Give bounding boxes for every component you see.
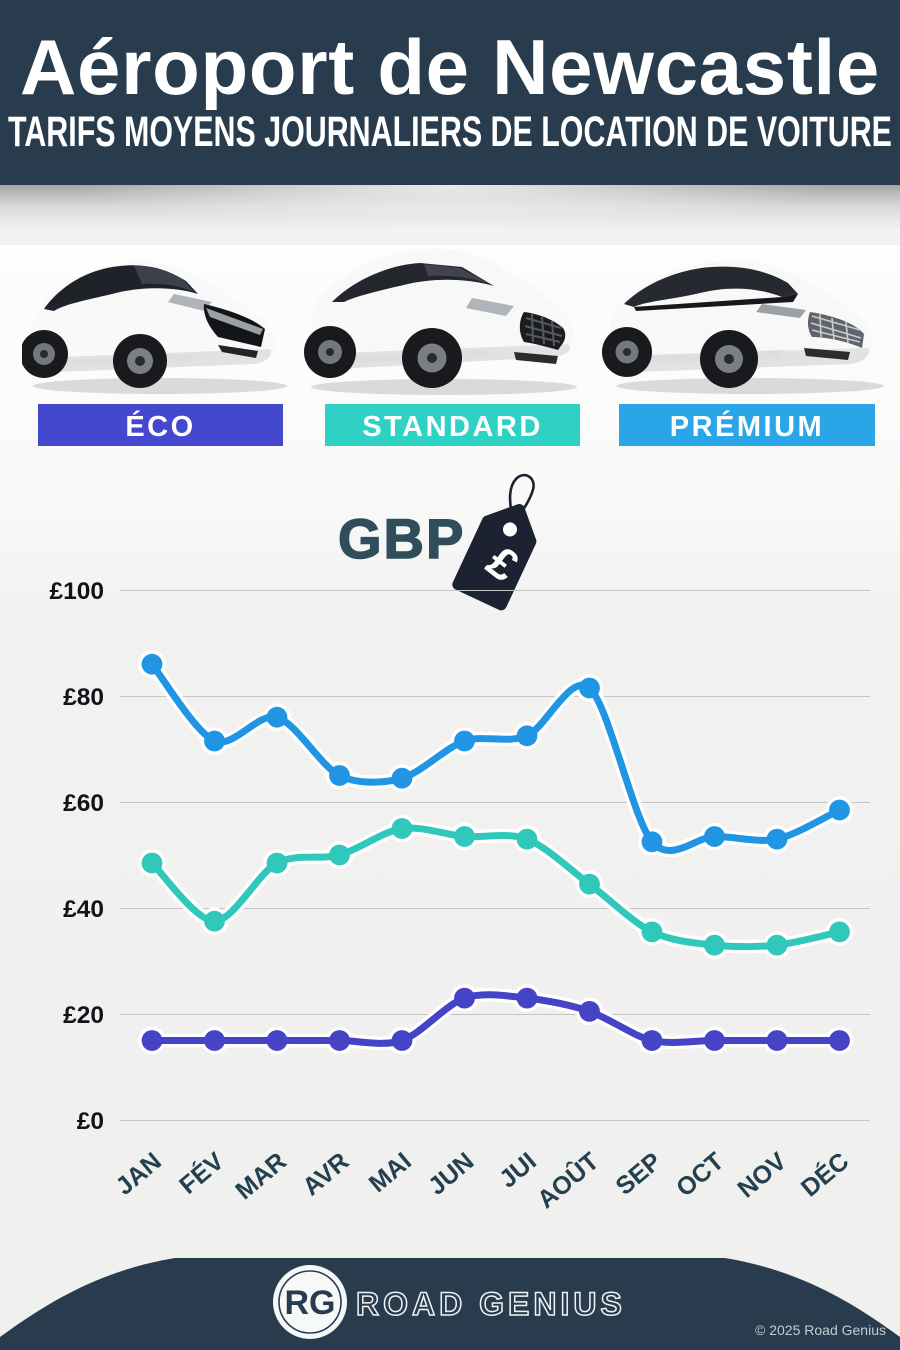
svg-text:JUN: JUN bbox=[423, 1147, 479, 1201]
svg-text:£0: £0 bbox=[77, 1108, 104, 1135]
svg-text:MAR: MAR bbox=[230, 1147, 292, 1205]
svg-text:MAI: MAI bbox=[364, 1147, 417, 1198]
svg-text:£100: £100 bbox=[49, 578, 104, 605]
svg-text:FÉV: FÉV bbox=[173, 1146, 229, 1200]
svg-text:AOÛT: AOÛT bbox=[531, 1146, 605, 1215]
svg-text:SEP: SEP bbox=[611, 1147, 667, 1201]
svg-text:DÉC: DÉC bbox=[795, 1146, 854, 1202]
svg-text:£20: £20 bbox=[63, 1002, 104, 1029]
svg-text:£60: £60 bbox=[63, 790, 104, 817]
svg-text:£40: £40 bbox=[63, 896, 104, 923]
svg-text:JUI: JUI bbox=[494, 1147, 542, 1193]
svg-text:£80: £80 bbox=[63, 684, 104, 711]
svg-text:NOV: NOV bbox=[732, 1147, 792, 1203]
svg-text:AVR: AVR bbox=[297, 1147, 354, 1201]
svg-text:JAN: JAN bbox=[111, 1147, 167, 1201]
svg-text:OCT: OCT bbox=[671, 1147, 729, 1202]
svg-text:RG: RG bbox=[285, 1284, 336, 1322]
